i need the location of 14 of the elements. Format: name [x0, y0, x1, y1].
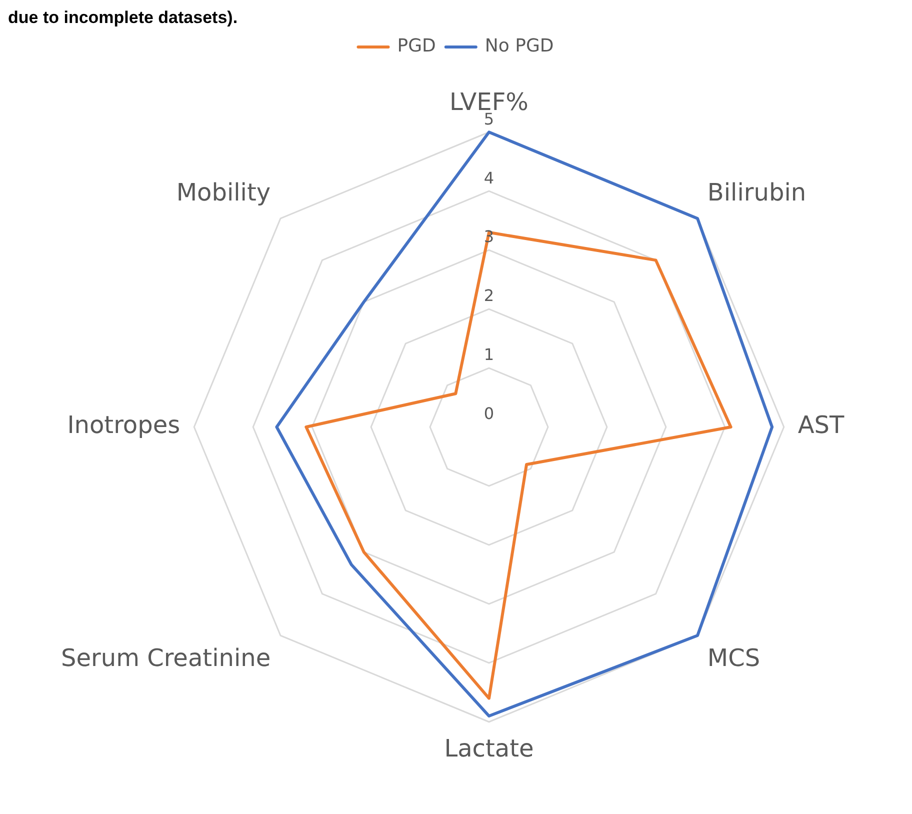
spoke-label: AST — [798, 411, 845, 440]
spoke-label: Serum Creatinine — [60, 644, 271, 672]
y-tick-label: 0 — [484, 404, 494, 424]
spoke-label: MCS — [707, 644, 760, 672]
y-tick-label: 4 — [484, 168, 494, 188]
spoke-label: Bilirubin — [707, 178, 806, 206]
legend-label: No PGD — [484, 36, 554, 57]
spoke-label: Mobility — [176, 178, 271, 206]
spoke-label: Inotropes — [67, 411, 180, 440]
text: due to incomplete datasets). — [8, 8, 239, 28]
spoke-label: Lactate — [444, 734, 534, 763]
y-tick-label: 2 — [484, 286, 494, 306]
legend-label: PGD — [397, 36, 436, 57]
y-tick-label: 1 — [484, 345, 494, 364]
